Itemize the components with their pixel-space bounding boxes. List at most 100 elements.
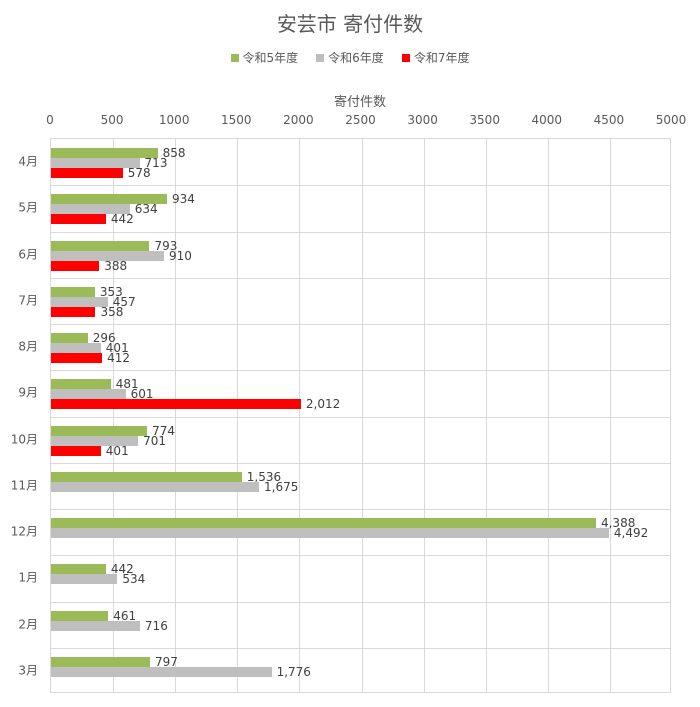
data-label: 2,012 [305, 397, 341, 412]
category-label: 3月 [18, 663, 38, 678]
bar-r5[interactable] [51, 425, 148, 436]
legend-swatch-r5 [230, 53, 239, 62]
data-label: 774 [152, 423, 176, 438]
grid-line-horizontal [51, 601, 670, 603]
data-label: 1,536 [246, 469, 282, 484]
bar-r5[interactable] [51, 564, 106, 575]
data-label: 4,388 [600, 516, 636, 530]
data-label: 701 [143, 433, 166, 448]
bar-r7[interactable] [51, 168, 123, 178]
bar-r5[interactable] [51, 379, 111, 390]
x-tick-label: 2500 [345, 113, 376, 127]
bar-r6[interactable] [51, 250, 165, 261]
data-label: 797 [154, 654, 178, 669]
x-tick-label: 1500 [221, 113, 252, 127]
data-label: 353 [99, 284, 123, 299]
data-label: 601 [130, 387, 154, 402]
category-label: 1月 [18, 570, 38, 585]
bar-r5[interactable] [51, 194, 167, 205]
grid-line-vertical [299, 139, 301, 692]
bar-r7[interactable] [51, 214, 106, 225]
grid-line-horizontal [51, 231, 670, 233]
category-label: 10月 [10, 432, 38, 447]
grid-line-vertical [175, 139, 177, 692]
data-label: 910 [169, 248, 192, 263]
bar-r7[interactable] [51, 353, 103, 363]
data-label: 1,776 [276, 664, 311, 679]
legend-swatch-r7 [401, 53, 410, 62]
x-tick-label: 0 [46, 113, 54, 127]
chart-title: 安芸市 寄付件数 [276, 12, 424, 36]
data-label: 858 [162, 146, 186, 160]
data-label: 358 [100, 304, 124, 319]
legend-swatch-r6 [316, 53, 325, 62]
category-label: 11月 [10, 478, 38, 493]
grid-line-vertical [485, 139, 487, 692]
legend-label: 令和5年度 [242, 51, 299, 65]
x-axis-title: 寄付件数 [333, 95, 386, 110]
bar-r6[interactable] [51, 343, 101, 353]
category-label: 4月 [18, 154, 38, 169]
grid-line-vertical [423, 139, 425, 692]
category-label: 7月 [18, 293, 38, 308]
bar-r5[interactable] [51, 518, 596, 528]
grid-line-vertical [547, 139, 549, 692]
bar-r6[interactable] [51, 574, 118, 585]
bar-r5[interactable] [51, 148, 158, 158]
bar-r7[interactable] [51, 445, 101, 456]
legend-item-r6[interactable]: 令和6年度 [316, 49, 384, 66]
category-label: 8月 [18, 339, 38, 354]
data-label: 713 [144, 156, 168, 170]
bar-r6[interactable] [51, 158, 140, 168]
category-label: 2月 [18, 617, 38, 632]
data-label: 461 [113, 608, 137, 623]
bar-r6[interactable] [51, 389, 126, 400]
grid-line-horizontal [51, 555, 670, 557]
data-label: 793 [154, 238, 178, 253]
data-label: 388 [104, 258, 128, 273]
data-label: 1,675 [264, 479, 299, 494]
x-tick-label: 1000 [158, 113, 190, 127]
bar-r6[interactable] [51, 666, 272, 677]
grid-line-vertical [113, 139, 115, 692]
bar-r5[interactable] [51, 471, 242, 482]
grid-line-vertical [237, 139, 239, 692]
bar-r5[interactable] [51, 656, 150, 667]
legend-item-r5[interactable]: 令和5年度 [230, 49, 299, 66]
grid-line-horizontal [51, 509, 670, 510]
data-label: 442 [110, 212, 134, 227]
legend-label: 令和7年度 [413, 51, 470, 65]
grid-line-horizontal [51, 370, 670, 372]
legend-item-r7[interactable]: 令和7年度 [401, 49, 470, 66]
grid-line-horizontal [51, 647, 670, 649]
bar-r6[interactable] [51, 481, 260, 492]
x-tick-label: 2000 [283, 113, 314, 127]
grid-line-horizontal [51, 185, 670, 187]
grid-line-horizontal [51, 324, 670, 325]
bar-r6[interactable] [51, 620, 140, 631]
data-label: 442 [110, 562, 134, 577]
data-label: 481 [115, 377, 139, 392]
data-label: 412 [107, 351, 131, 365]
data-label: 401 [105, 341, 129, 355]
x-tick-label: 4500 [593, 113, 625, 127]
bar-r7[interactable] [51, 306, 96, 317]
bar-r7[interactable] [51, 399, 301, 410]
category-label: 9月 [18, 385, 38, 400]
legend: 令和5年度 令和6年度 令和7年度 [0, 49, 700, 66]
grid-line-horizontal [51, 416, 670, 418]
bar-r5[interactable] [51, 610, 109, 621]
data-label: 578 [127, 166, 151, 180]
bar-r7[interactable] [51, 260, 100, 271]
bar-r6[interactable] [51, 435, 139, 446]
bar-r5[interactable] [51, 240, 150, 251]
bar-r6[interactable] [51, 528, 609, 538]
data-label: 634 [134, 202, 158, 217]
bar-r5[interactable] [51, 286, 95, 297]
bar-r6[interactable] [51, 296, 108, 307]
bar-r5[interactable] [51, 333, 88, 343]
category-label: 12月 [10, 524, 38, 539]
bar-r6[interactable] [51, 204, 130, 215]
grid-line-horizontal [51, 277, 670, 279]
data-label: 934 [172, 192, 195, 207]
